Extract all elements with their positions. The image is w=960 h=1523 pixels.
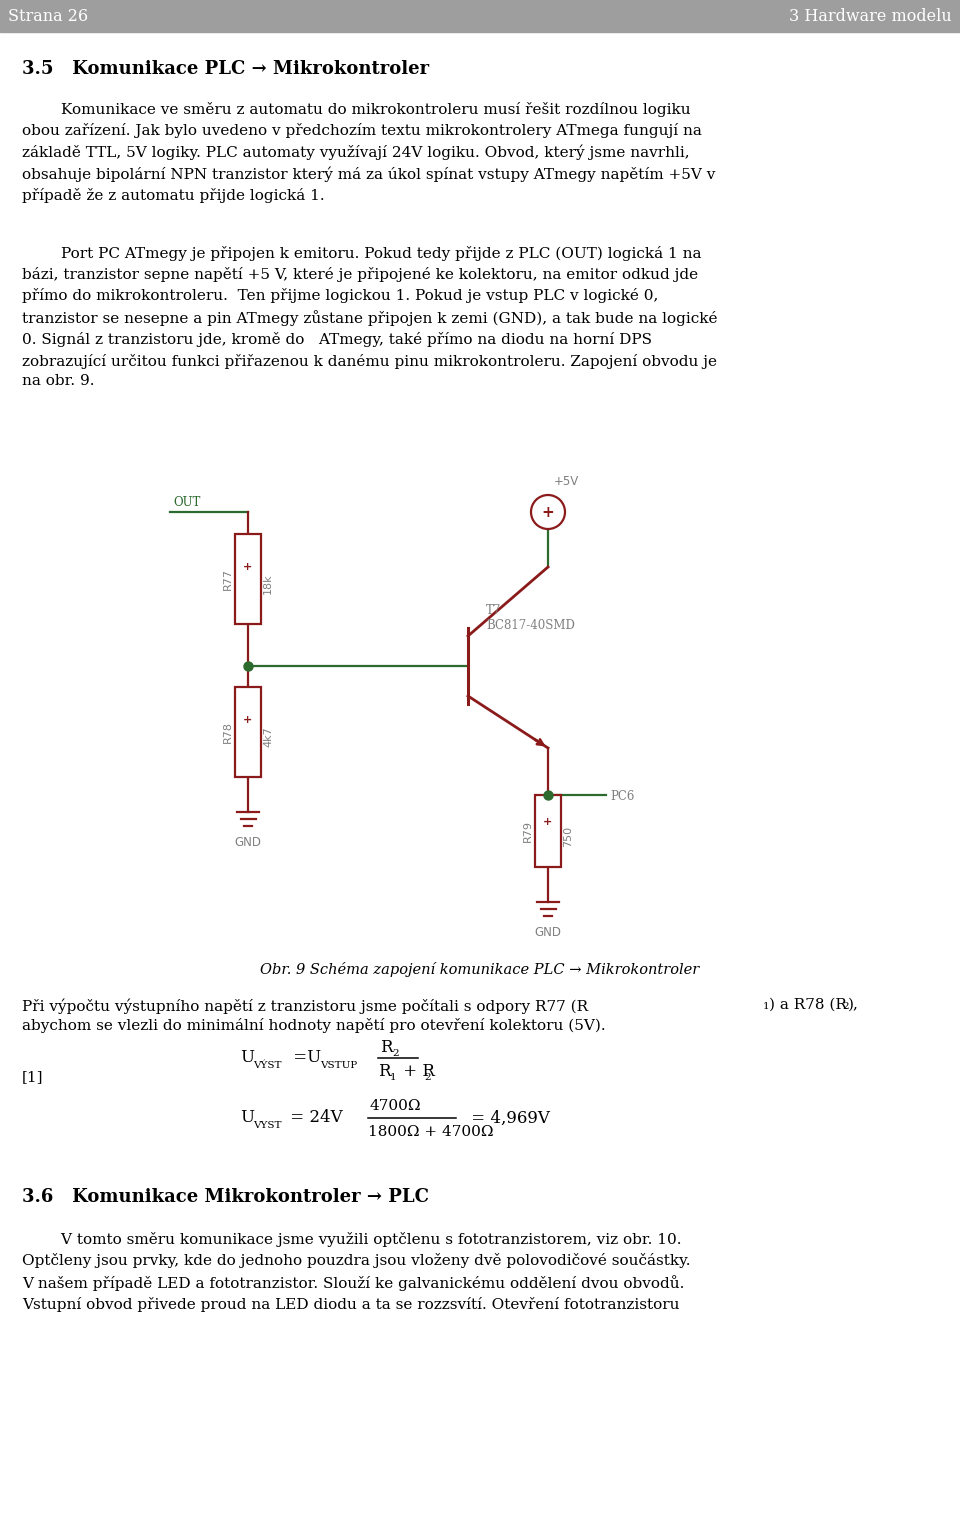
Text: V tomto směru komunikace jsme využili optčlenu s fototranzistorem, viz obr. 10.
: V tomto směru komunikace jsme využili op… [22,1232,690,1311]
Text: R79: R79 [523,819,533,842]
Text: ) a R78 (R: ) a R78 (R [769,998,847,1011]
Text: GND: GND [535,926,562,940]
Bar [235,687,261,777]
Bar [535,795,561,867]
Text: R: R [380,1039,393,1055]
Text: 1: 1 [763,1002,770,1011]
Text: +: + [541,504,554,519]
Text: [1]: [1] [22,1071,43,1084]
Text: VSTUP: VSTUP [320,1060,357,1069]
Text: Strana 26: Strana 26 [8,8,88,24]
Text: = 4,969V: = 4,969V [466,1109,550,1127]
Text: 4k7: 4k7 [263,726,273,748]
Text: R77: R77 [223,568,233,589]
Bar [0,0,960,32]
Text: 4700Ω: 4700Ω [370,1100,421,1113]
Text: PC6: PC6 [610,789,635,803]
Text: U: U [240,1109,254,1127]
Text: +5V: +5V [554,475,579,487]
Text: Obr. 9 Schéma zapojení komunikace PLC → Mikrokontroler: Obr. 9 Schéma zapojení komunikace PLC → … [260,963,700,976]
Text: VÝST: VÝST [253,1060,281,1069]
Text: BC817-40SMD: BC817-40SMD [486,618,575,632]
Text: U: U [240,1049,254,1066]
Text: 3 Hardware modelu: 3 Hardware modelu [789,8,952,24]
Text: 2: 2 [842,1002,849,1011]
Text: 18k: 18k [263,574,273,594]
Text: = 24V: = 24V [285,1109,343,1127]
Text: =U: =U [288,1049,322,1066]
Text: T7: T7 [486,605,501,617]
Text: abychom se vlezli do minimální hodnoty napětí pro otevření kolektoru (5V).: abychom se vlezli do minimální hodnoty n… [22,1017,606,1033]
Text: 3.6   Komunikace Mikrokontroler → PLC: 3.6 Komunikace Mikrokontroler → PLC [22,1188,429,1206]
Text: ),: ), [848,998,859,1011]
Text: Port PC ATmegy je připojen k emitoru. Pokud tedy přijde z PLC (OUT) logická 1 na: Port PC ATmegy je připojen k emitoru. Po… [22,247,717,388]
Text: +: + [244,716,252,725]
Text: 2: 2 [424,1072,431,1081]
Text: +: + [543,816,553,827]
Text: + R: + R [398,1063,435,1080]
Text: GND: GND [234,836,261,848]
Text: +: + [244,562,252,573]
Text: R78: R78 [223,720,233,743]
Text: 3.5   Komunikace PLC → Mikrokontroler: 3.5 Komunikace PLC → Mikrokontroler [22,59,429,78]
Text: 2: 2 [392,1048,398,1057]
Text: 1800Ω + 4700Ω: 1800Ω + 4700Ω [368,1125,493,1139]
Text: Komunikace ve směru z automatu do mikrokontroleru musí řešit rozdílnou logiku
ob: Komunikace ve směru z automatu do mikrok… [22,102,715,204]
Circle shape [531,495,565,528]
Text: Při výpočtu výstupního napětí z tranzistoru jsme počítali s odpory R77 (R: Při výpočtu výstupního napětí z tranzist… [22,998,588,1013]
Text: VYST: VYST [253,1121,281,1130]
Text: 750: 750 [563,825,573,847]
Text: OUT: OUT [173,496,201,509]
Bar [235,535,261,624]
Text: 1: 1 [390,1072,396,1081]
Text: R: R [378,1063,391,1080]
